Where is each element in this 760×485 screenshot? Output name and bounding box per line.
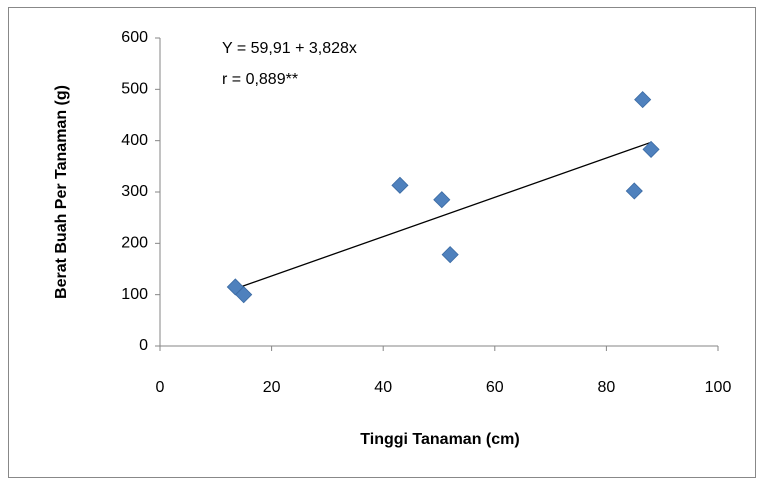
data-point	[433, 191, 451, 209]
y-tick-label: 100	[121, 286, 148, 303]
y-tick-label: 400	[121, 132, 148, 149]
data-point	[625, 182, 643, 200]
y-tick-label: 200	[121, 235, 148, 252]
chart-frame	[8, 7, 756, 478]
y-tick-label: 600	[121, 29, 148, 46]
x-axis-title: Tinggi Tanaman (cm)	[360, 431, 519, 448]
data-point	[391, 176, 409, 194]
x-tick-label: 0	[156, 379, 165, 396]
data-point	[441, 246, 459, 264]
x-tick-label: 60	[486, 379, 504, 396]
y-tick-label: 0	[139, 337, 148, 354]
equation-annotation: Y = 59,91 + 3,828x	[222, 40, 357, 57]
y-tick-label: 300	[121, 183, 148, 200]
data-point	[235, 286, 253, 304]
y-axis-title: Berat Buah Per Tanaman (g)	[53, 85, 70, 299]
data-point	[634, 91, 652, 109]
x-tick-label: 20	[263, 379, 281, 396]
data-point	[226, 278, 244, 296]
x-tick-label: 40	[374, 379, 392, 396]
correlation-annotation: r = 0,889**	[222, 71, 298, 88]
trendline	[235, 141, 652, 290]
x-tick-label: 100	[705, 379, 732, 396]
y-tick-label: 500	[121, 81, 148, 98]
x-tick-label: 80	[598, 379, 616, 396]
data-point	[642, 140, 660, 158]
